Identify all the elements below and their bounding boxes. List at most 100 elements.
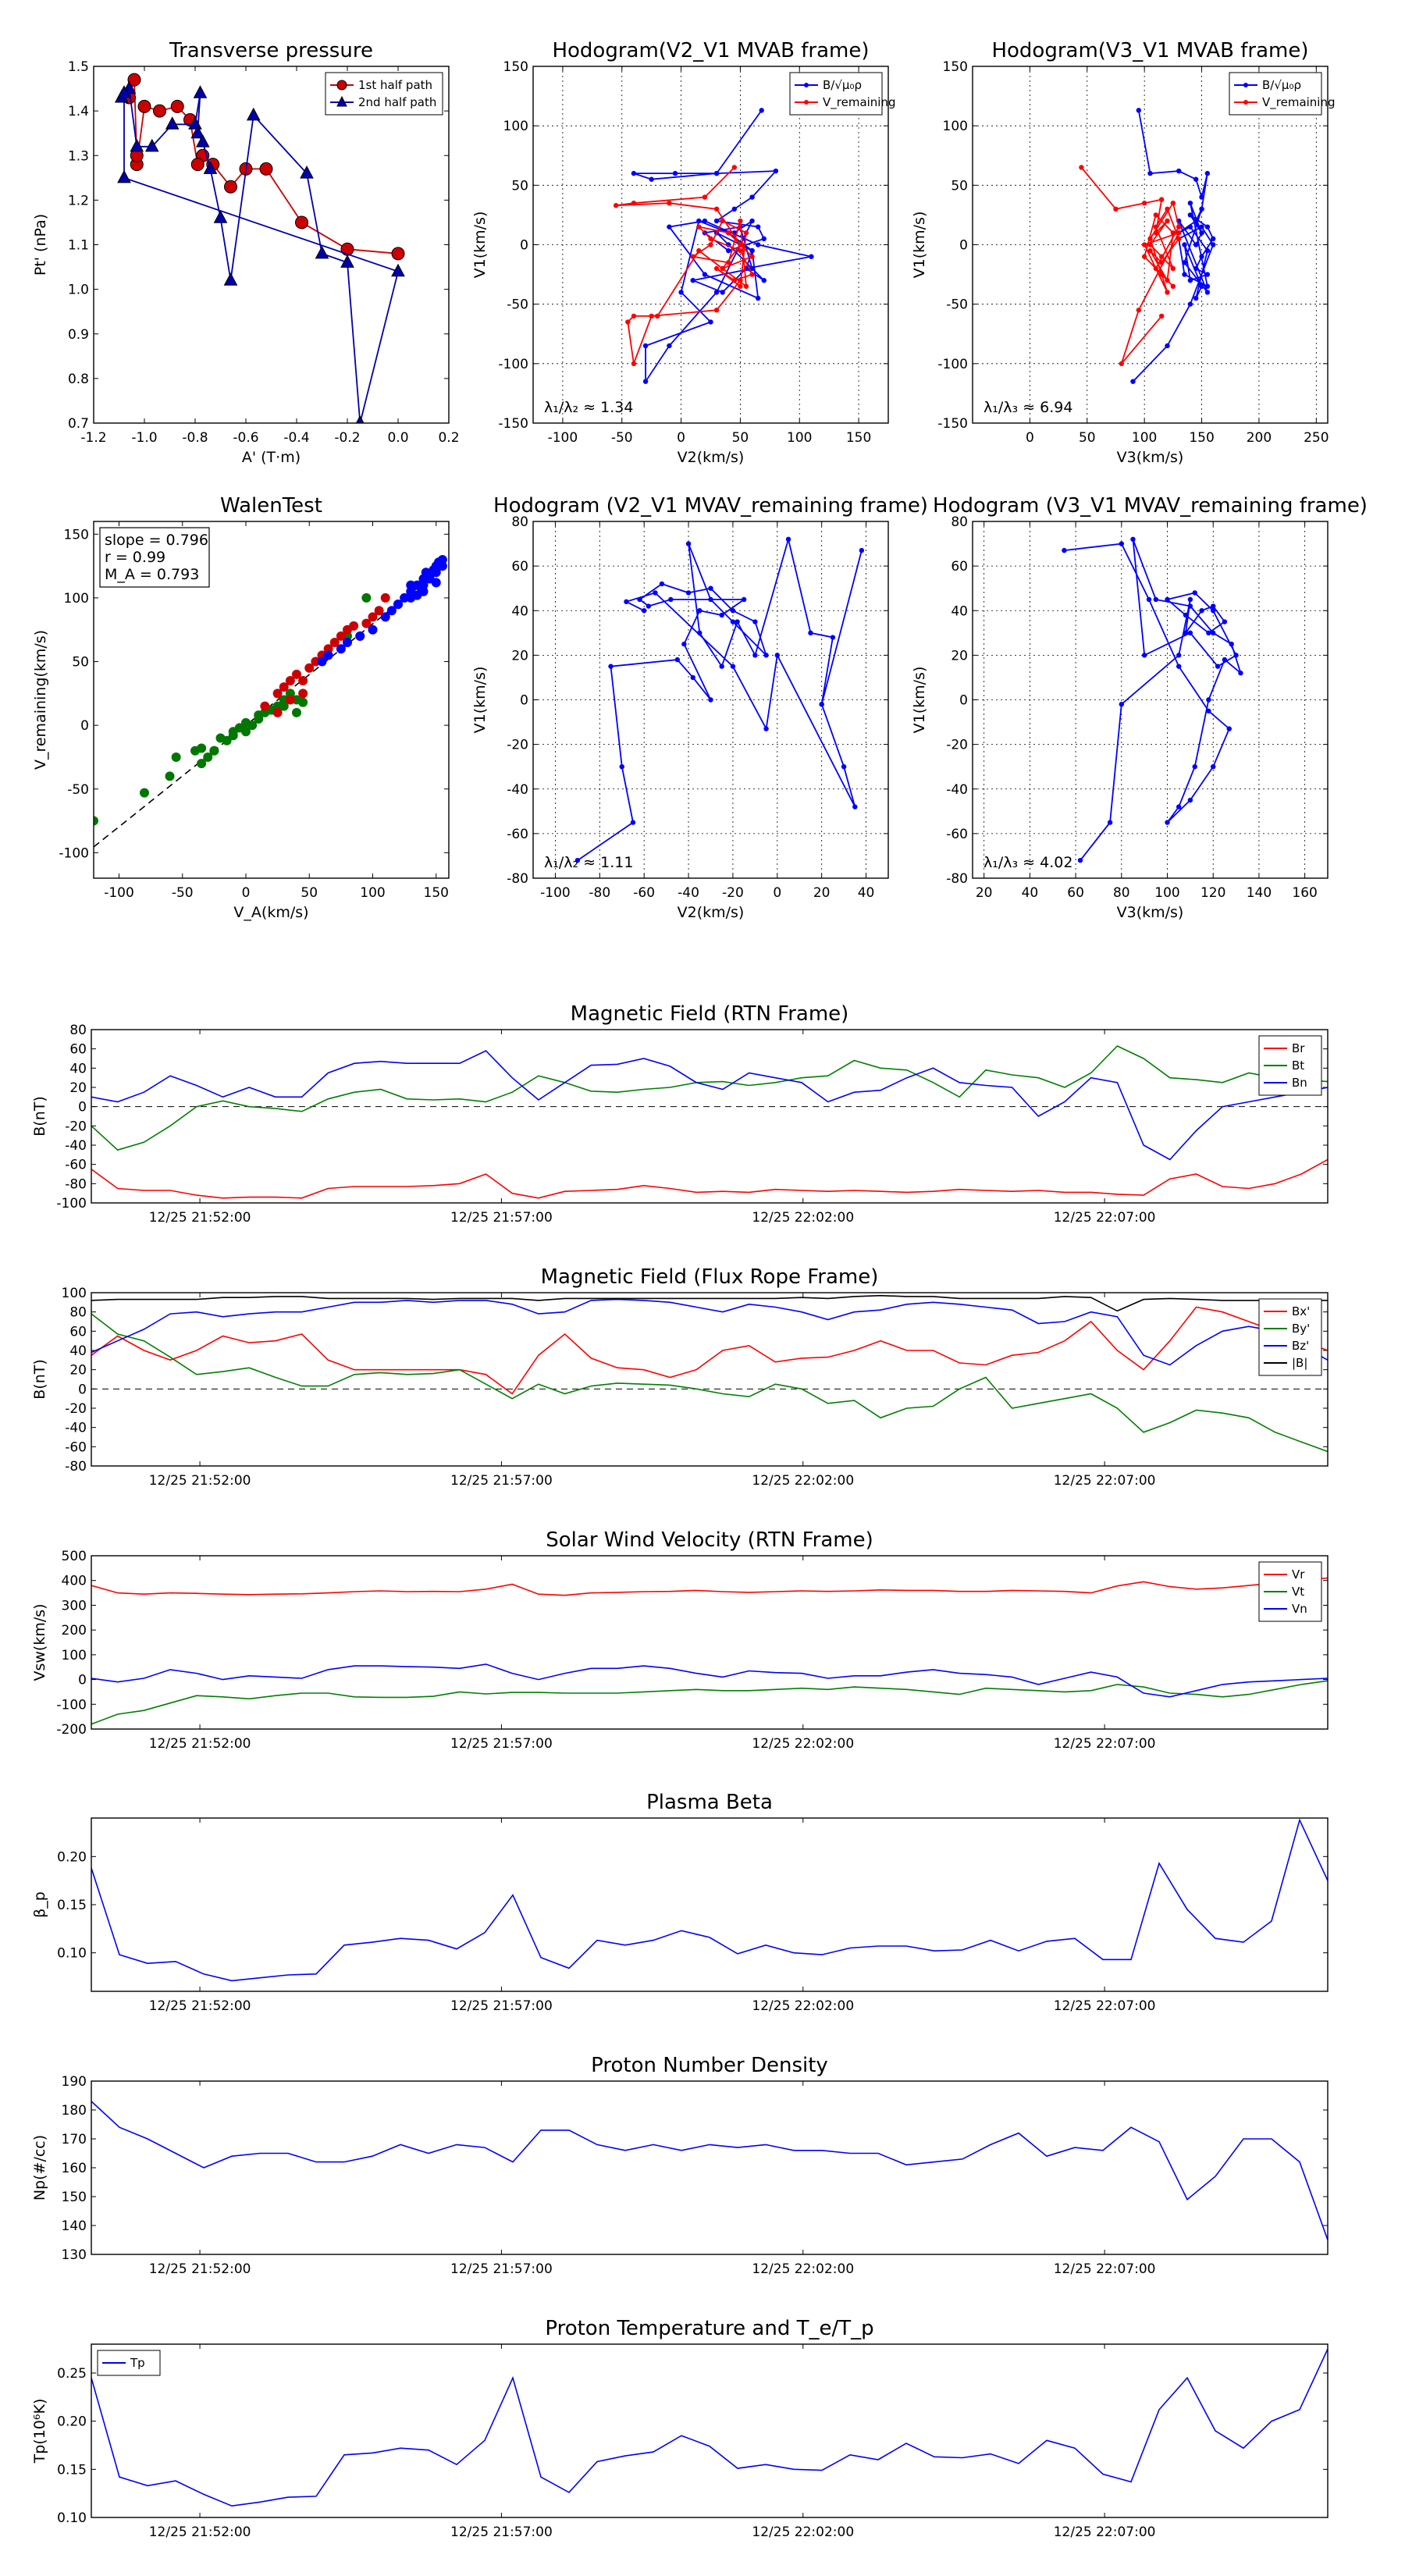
data-point xyxy=(574,857,581,863)
data-point xyxy=(749,254,755,259)
data-point xyxy=(713,290,720,295)
data-point xyxy=(1170,200,1176,206)
y-axis-label: B(nT) xyxy=(31,1096,48,1137)
plot-area xyxy=(91,1045,1328,1199)
plot-area xyxy=(1062,536,1243,863)
data-point xyxy=(1211,236,1216,242)
legend-marker xyxy=(804,100,809,105)
data-point xyxy=(1187,278,1193,283)
plot-area xyxy=(574,536,865,863)
y-tick-label: 20 xyxy=(69,1080,87,1096)
y-tick-label: 1.5 xyxy=(68,59,89,75)
series-line-By' xyxy=(91,1313,1328,1453)
y-tick-label: 0.8 xyxy=(68,372,89,387)
x-tick-label: -100 xyxy=(104,885,134,901)
data-point xyxy=(1176,236,1182,242)
x-tick-label: 100 xyxy=(787,430,812,446)
data-point xyxy=(708,242,713,247)
x-tick-label: 12/25 22:07:00 xyxy=(1054,2261,1156,2277)
data-point xyxy=(659,581,665,587)
data-point xyxy=(690,674,695,681)
y-tick-label: 180 xyxy=(62,2103,87,2119)
data-point xyxy=(696,247,702,254)
data-point xyxy=(1183,630,1189,636)
data-point xyxy=(667,343,672,349)
chart-magnetic-field-fluxrope: Magnetic Field (Flux Rope Frame) -80 -60 -4… xyxy=(31,1265,1329,1489)
y-tick-label: -60 xyxy=(507,827,528,842)
legend-label: 1st half path xyxy=(358,78,432,92)
data-point xyxy=(117,169,131,183)
y-tick-label: 20 xyxy=(951,648,968,664)
data-point xyxy=(1187,301,1193,307)
data-point xyxy=(1158,272,1165,277)
y-tick-label: 20 xyxy=(511,648,528,664)
legend-label: B/√μ₀ρ xyxy=(823,78,862,92)
data-point xyxy=(649,176,654,182)
data-point xyxy=(1113,206,1119,212)
y-tick-label: -50 xyxy=(946,297,968,313)
y-tick-label: 0 xyxy=(959,238,968,254)
y-tick-label: 80 xyxy=(511,514,528,530)
data-point xyxy=(1187,224,1193,229)
chart-hodogram-v2-v1: Hodogram(V2_V1 MVAB frame) -150 -100 -50 0 50… xyxy=(471,39,896,466)
legend-box xyxy=(325,72,443,116)
data-point xyxy=(1222,656,1228,663)
data-point xyxy=(713,265,720,272)
chart-title: Solar Wind Velocity (RTN Frame) xyxy=(546,1528,873,1552)
data-point xyxy=(1165,343,1170,349)
data-point xyxy=(708,236,713,242)
y-tick-label: 60 xyxy=(69,1042,87,1058)
y-tick-label: 400 xyxy=(62,1574,87,1589)
y-axis-label: Tp(10⁶K) xyxy=(31,2399,48,2464)
series-line-Bz' xyxy=(91,1298,1328,1366)
legend: Bx' By' Bz' |B| xyxy=(1258,1298,1322,1376)
chart-transverse-pressure: Transverse pressure 0.7 0.8 0.9 1.0 1.1 1.2 1.3… xyxy=(32,39,460,466)
x-tick-label: -60 xyxy=(633,885,655,901)
data-point xyxy=(649,313,654,319)
data-point xyxy=(1147,242,1153,247)
data-point xyxy=(690,254,695,259)
data-point xyxy=(315,245,329,259)
data-point xyxy=(708,319,713,325)
x-tick-label: 12/25 21:57:00 xyxy=(450,1210,553,1226)
data-point xyxy=(642,343,649,349)
x-tick-label: 12/25 21:52:00 xyxy=(149,1998,251,2014)
y-tick-label: -50 xyxy=(507,297,528,313)
data-point xyxy=(1176,168,1182,174)
data-point xyxy=(738,278,743,283)
y-tick-label: 50 xyxy=(72,655,89,671)
legend-label: Br xyxy=(1292,1041,1305,1055)
data-point xyxy=(859,547,865,553)
plot-area xyxy=(613,108,814,384)
chart-title: WalenTest xyxy=(220,494,322,518)
data-point xyxy=(1182,260,1187,265)
y-tick-label: 40 xyxy=(951,603,968,619)
data-point xyxy=(730,664,736,669)
data-point xyxy=(1176,224,1182,229)
data-point xyxy=(809,254,814,259)
y-tick-label: 0.7 xyxy=(68,416,89,432)
data-point xyxy=(743,283,749,290)
x-tick-label: 20 xyxy=(976,885,993,901)
axes-frame xyxy=(93,521,450,879)
data-point xyxy=(153,104,166,118)
data-point xyxy=(808,630,813,636)
x-tick-label: 50 xyxy=(301,885,318,901)
data-point xyxy=(1192,763,1197,770)
y-tick-label: 0.10 xyxy=(57,1946,87,1962)
x-axis-label: V3(km/s) xyxy=(1117,449,1184,466)
y-tick-label: -200 xyxy=(56,1722,87,1738)
data-point xyxy=(1199,230,1204,236)
data-point xyxy=(672,170,678,176)
data-point xyxy=(223,272,238,286)
y-tick-label: 1.4 xyxy=(68,104,89,119)
series-line-2nd half path xyxy=(121,87,400,423)
data-point xyxy=(272,707,283,717)
data-point xyxy=(418,580,429,590)
data-point xyxy=(254,710,264,720)
data-point xyxy=(144,138,159,152)
data-point xyxy=(1187,200,1193,206)
legend-box xyxy=(789,72,883,116)
data-point xyxy=(1183,612,1189,618)
y-tick-label: 0 xyxy=(520,238,528,254)
